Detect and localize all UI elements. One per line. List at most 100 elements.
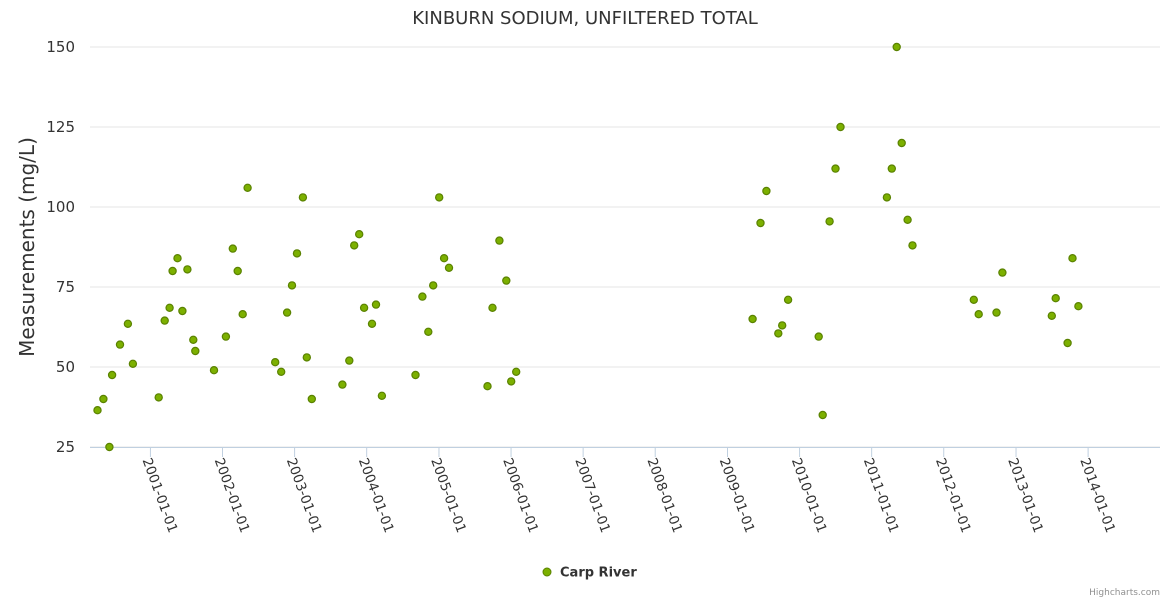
data-point[interactable] [424,327,433,336]
data-point[interactable] [814,332,823,341]
data-point[interactable] [154,393,163,402]
data-point[interactable] [825,217,834,226]
data-point[interactable] [748,314,757,324]
data-point[interactable] [998,268,1007,277]
data-point[interactable] [444,263,454,272]
data-point[interactable] [123,319,133,328]
data-point[interactable] [287,281,297,290]
data-point[interactable] [371,300,381,309]
data-point[interactable] [908,241,917,250]
data-point[interactable] [221,332,231,341]
data-point[interactable] [178,306,187,316]
data-point[interactable] [488,303,497,312]
x-tick-label: 2006-01-01 [499,456,541,535]
data-point[interactable] [128,359,138,368]
legend-marker[interactable] [542,567,552,577]
x-tick-label: 2010-01-01 [788,456,830,535]
credits-link[interactable]: Highcharts.com [1089,588,1160,598]
gridlines [90,46,1160,448]
x-tick-label: 2004-01-01 [355,456,397,535]
data-point[interactable] [778,321,787,330]
data-point[interactable] [974,310,983,319]
data-point[interactable] [238,310,247,319]
data-point[interactable] [903,215,912,224]
data-point[interactable] [243,183,252,192]
data-point[interactable] [292,249,302,258]
data-point[interactable] [1068,254,1077,263]
data-point[interactable] [355,229,364,239]
data-point[interactable] [762,186,771,196]
x-tick-label: 2014-01-01 [1076,456,1118,535]
data-point[interactable] [435,193,444,202]
data-point[interactable] [377,391,387,400]
data-point[interactable] [783,295,793,304]
x-axis: 2001-01-01 2002-01-01 2003-01-01 2004-01-01… [90,447,1160,535]
x-tick-label: 2011-01-01 [860,456,902,535]
data-point[interactable] [774,329,783,338]
data-point[interactable] [93,406,102,415]
data-point[interactable] [338,380,347,389]
data-point[interactable] [502,276,511,285]
data-point[interactable] [302,353,311,362]
y-tick-label: 125 [46,118,75,136]
data-point[interactable] [99,394,108,404]
data-point[interactable] [282,308,292,317]
x-tick-label: 2013-01-01 [1004,456,1046,535]
data-point[interactable] [191,346,200,356]
data-point[interactable] [818,410,827,420]
data-point[interactable] [756,218,765,228]
data-point[interactable] [345,356,354,365]
data-point[interactable] [367,319,377,328]
data-point[interactable] [1074,302,1083,311]
data-point[interactable] [115,340,125,349]
data-point[interactable] [228,244,237,253]
x-tick-label: 2007-01-01 [571,456,613,535]
data-point[interactable] [992,308,1001,317]
data-point[interactable] [160,316,169,325]
data-point[interactable] [882,193,892,202]
data-point[interactable] [183,265,192,274]
data-point[interactable] [189,335,198,344]
data-point[interactable] [307,394,316,404]
data-point[interactable] [969,295,979,304]
x-tick-label: 2002-01-01 [211,456,253,535]
y-tick-label: 100 [46,198,75,216]
data-point[interactable] [277,367,286,376]
x-tick-label: 2003-01-01 [283,456,325,535]
data-point[interactable] [168,266,177,276]
data-point[interactable] [105,442,114,452]
data-point[interactable] [831,164,840,173]
data-point[interactable] [512,367,521,376]
y-tick-label: 50 [56,358,75,376]
data-point[interactable] [418,292,427,301]
data-point[interactable] [271,358,280,367]
data-point[interactable] [507,377,516,386]
data-point[interactable] [495,236,504,245]
data-point[interactable] [173,254,182,263]
data-point[interactable] [165,303,174,312]
data-point[interactable] [897,138,906,148]
data-point[interactable] [233,266,242,276]
data-point[interactable] [836,122,845,132]
data-point[interactable] [298,193,308,202]
legend[interactable]: Carp River [542,566,637,581]
data-point[interactable] [209,366,219,375]
data-point[interactable] [411,370,420,380]
legend-item-carp-river[interactable]: Carp River [560,566,637,581]
data-point[interactable] [887,164,897,173]
y-axis-ticks: 25 50 75 100 125 150 [46,38,75,456]
y-axis-label: Measurements (mg/L) [15,137,39,357]
data-point[interactable] [107,370,117,380]
data-point[interactable] [1051,294,1060,303]
data-point[interactable] [359,303,369,312]
data-point[interactable] [1063,338,1072,348]
data-points [93,42,1083,452]
data-point[interactable] [1047,311,1057,320]
data-point[interactable] [892,42,901,52]
data-point[interactable] [483,382,492,391]
data-point[interactable] [439,254,449,263]
data-point[interactable] [350,241,359,250]
data-point[interactable] [429,281,438,290]
x-tick-label: 2012-01-01 [932,456,974,535]
